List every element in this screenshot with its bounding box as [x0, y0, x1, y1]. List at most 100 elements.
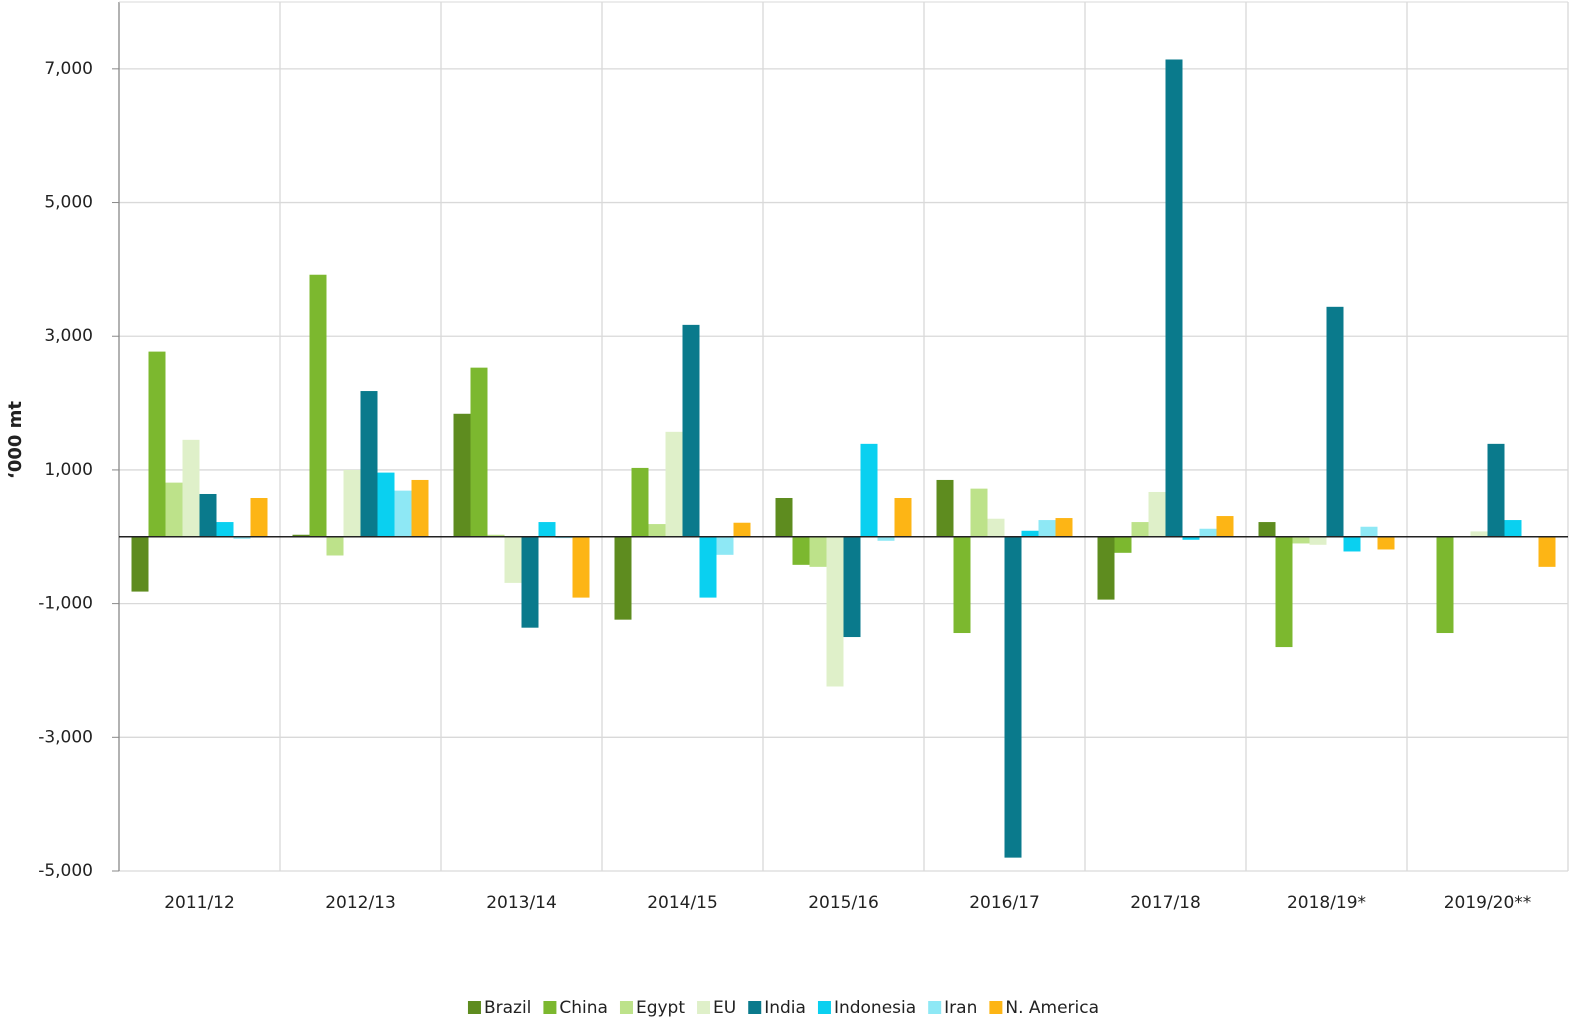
legend-swatch: [619, 1001, 633, 1014]
bar: [1165, 59, 1183, 537]
bar: [1436, 536, 1454, 634]
bar: [131, 536, 149, 592]
bar: [1275, 536, 1293, 648]
bar: [970, 488, 988, 537]
bar: [165, 482, 183, 537]
bar: [1216, 516, 1234, 537]
x-tick-label: 2014/15: [647, 893, 718, 913]
y-axis-title: ‘000 mt: [5, 401, 26, 479]
bar: [199, 493, 217, 537]
bar: [1470, 531, 1488, 537]
bar: [792, 536, 810, 565]
bar: [250, 497, 268, 537]
bar: [936, 479, 954, 537]
bar: [1343, 536, 1361, 552]
y-tick-label: -1,000: [38, 594, 93, 614]
bar: [1487, 443, 1505, 537]
x-tick-label: 2015/16: [808, 893, 879, 913]
legend-swatch: [989, 1001, 1003, 1014]
legend-label: India: [764, 998, 806, 1018]
y-tick-label: 7,000: [44, 59, 93, 79]
bar: [326, 536, 344, 556]
bar: [1038, 520, 1056, 537]
bar: [682, 324, 700, 537]
bar: [309, 274, 327, 537]
bar: [665, 431, 683, 537]
x-tick-label: 2012/13: [325, 893, 396, 913]
x-tick-label: 2017/18: [1130, 893, 1201, 913]
bar: [733, 522, 751, 537]
legend-swatch: [543, 1001, 557, 1014]
bar: [470, 367, 488, 537]
bar: [877, 536, 895, 541]
bar: [716, 536, 734, 555]
legend-label: EU: [713, 998, 736, 1018]
legend-swatch: [467, 1001, 481, 1014]
x-tick-label: 2019/20**: [1444, 893, 1532, 913]
bar: [453, 413, 471, 537]
bar: [1538, 536, 1556, 567]
bar: [1004, 536, 1022, 858]
bar: [521, 536, 539, 628]
bar: [614, 536, 632, 620]
bar: [1326, 306, 1344, 537]
bar: [809, 536, 827, 567]
x-tick-label: 2018/19*: [1287, 893, 1366, 913]
bar: [1258, 522, 1276, 537]
x-tick-label: 2016/17: [969, 893, 1040, 913]
bar: [292, 534, 310, 537]
legend-swatch: [748, 1001, 762, 1014]
bar: [572, 536, 590, 598]
bar: [1114, 536, 1132, 553]
bar: [487, 534, 505, 537]
x-tick-label: 2013/14: [486, 893, 557, 913]
bar: [1097, 536, 1115, 600]
bar: [1360, 526, 1378, 537]
y-tick-label: -3,000: [38, 727, 93, 747]
legend-swatch: [817, 1001, 831, 1014]
legend-label: Egypt: [636, 998, 685, 1018]
y-tick-label: 3,000: [44, 326, 93, 346]
bar: [233, 536, 251, 539]
legend-label: Indonesia: [834, 998, 916, 1018]
x-tick-label: 2011/12: [164, 893, 235, 913]
legend-label: Brazil: [484, 998, 531, 1018]
bar: [826, 536, 844, 687]
y-tick-label: 5,000: [44, 193, 93, 213]
bar: [1377, 536, 1395, 550]
legend-swatch: [928, 1001, 942, 1014]
bar: [953, 536, 971, 634]
bar: [894, 497, 912, 537]
legend-label: Iran: [944, 998, 977, 1018]
legend-label: N. America: [1005, 998, 1099, 1018]
bar: [411, 479, 429, 537]
bar: [182, 439, 200, 537]
bar: [843, 536, 861, 638]
bar: [1199, 528, 1217, 537]
bar: [1292, 536, 1310, 544]
bar: [538, 522, 556, 537]
bar: [775, 497, 793, 537]
bar: [1504, 520, 1522, 537]
bar: [1021, 530, 1039, 537]
bar: [987, 518, 1005, 537]
bar: [1182, 536, 1200, 540]
bar: [360, 391, 378, 537]
bar: [394, 490, 412, 537]
legend-swatch: [697, 1001, 711, 1014]
bar: [1148, 491, 1166, 537]
bar: [1131, 522, 1149, 537]
bar: [343, 469, 361, 537]
bar: [1055, 518, 1073, 537]
bar: [1309, 536, 1327, 545]
bar: [377, 472, 395, 537]
bar: [504, 536, 522, 583]
bar: [631, 467, 649, 537]
bar: [648, 524, 666, 537]
bar: [148, 351, 166, 537]
bar: [860, 443, 878, 537]
bar: [699, 536, 717, 598]
legend-label: China: [559, 998, 608, 1018]
bar: [216, 522, 234, 537]
